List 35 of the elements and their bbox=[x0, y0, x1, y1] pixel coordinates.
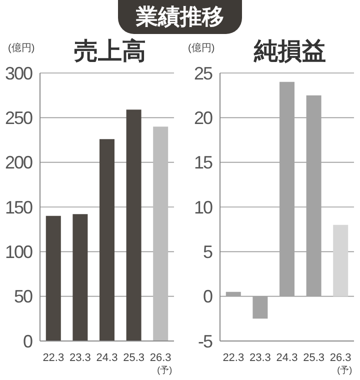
x-tick-label: 23.3 bbox=[69, 352, 91, 364]
x-tick-label: 23.3 bbox=[249, 352, 271, 364]
y-tick-label: 150 bbox=[4, 197, 33, 218]
x-tick-label: 25.3 bbox=[303, 352, 325, 364]
y-tick-label: 25 bbox=[194, 63, 213, 84]
x-tick-label: 25.3 bbox=[123, 352, 145, 364]
y-tick-label: 200 bbox=[4, 152, 33, 173]
y-tick-label: 100 bbox=[4, 242, 33, 262]
y-tick-label: 0 bbox=[22, 331, 33, 352]
bar bbox=[72, 214, 88, 341]
chart-title: 純損益 bbox=[252, 37, 327, 67]
bar bbox=[126, 110, 142, 341]
bar bbox=[46, 216, 61, 341]
x-tick-label: 26.3(予) bbox=[150, 352, 172, 375]
y-tick-label: 50 bbox=[14, 286, 33, 307]
y-axis-title: (億円) bbox=[188, 42, 215, 55]
y-tick-label: -5 bbox=[198, 331, 213, 352]
y-axis-title: (億円) bbox=[8, 42, 35, 55]
y-tick-label: 5 bbox=[202, 242, 213, 262]
x-tick-label: 24.3 bbox=[276, 352, 298, 364]
bar bbox=[153, 126, 168, 341]
bar bbox=[333, 224, 348, 296]
y-tick-label: 0 bbox=[202, 286, 213, 307]
y-tick-label: 10 bbox=[194, 197, 213, 218]
y-tick-label: 20 bbox=[194, 108, 213, 128]
chart-title: 売上高 bbox=[73, 37, 147, 67]
x-tick-label: 22.3 bbox=[42, 352, 64, 364]
x-tick-label: 22.3 bbox=[222, 352, 244, 364]
bar bbox=[99, 139, 114, 341]
x-tick-label: 26.3(予) bbox=[330, 352, 352, 375]
text: 業績推移 bbox=[118, 0, 242, 34]
x-tick-label: 24.3 bbox=[96, 352, 118, 364]
y-tick-label: 15 bbox=[194, 152, 213, 173]
y-tick-label: 250 bbox=[4, 108, 33, 128]
y-tick-label: 300 bbox=[4, 63, 33, 84]
